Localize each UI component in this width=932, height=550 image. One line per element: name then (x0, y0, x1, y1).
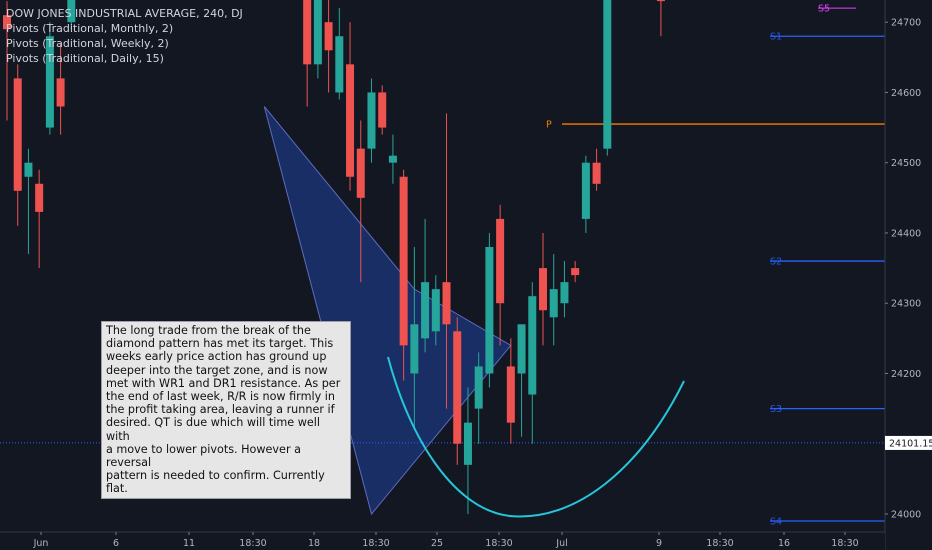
candle (421, 282, 430, 339)
x-tick-label: 18:30 (831, 538, 858, 549)
candle (463, 422, 472, 465)
note-line: met with WR1 and DR1 resistance. As per (106, 376, 341, 390)
candle (367, 92, 376, 149)
x-tick-label: 18:30 (706, 538, 733, 549)
note-line: The long trade from the break of the (106, 324, 311, 337)
pivot-label: S1 (770, 32, 782, 43)
candle (539, 268, 547, 311)
x-tick-label: 18 (308, 538, 320, 549)
legend-pivots-weekly[interactable]: Pivots (Traditional, Weekly, 2) (6, 37, 169, 50)
candle (24, 162, 33, 177)
y-tick-label: 24300 (891, 299, 921, 310)
candle (431, 289, 440, 332)
note-line: desired. QT is due which will time well … (106, 416, 320, 443)
candle (388, 155, 397, 163)
candle (346, 64, 355, 177)
note-line: a move to lower pivots. However a revers… (106, 442, 301, 470)
candle (592, 162, 601, 184)
candle (313, 0, 322, 65)
y-tick-label: 24400 (891, 228, 921, 239)
x-tick-label: Jun (33, 538, 49, 549)
note-line: diamond pattern has met its target. This (106, 337, 334, 351)
legend-pivots-monthly[interactable]: Pivots (Traditional, Monthly, 2) (6, 22, 174, 35)
legend-pivots-daily[interactable]: Pivots (Traditional, Daily, 15) (6, 52, 164, 65)
candle (335, 36, 344, 93)
pivot-label: S5 (818, 4, 830, 15)
level-b-tag: 24101.15 (889, 438, 932, 449)
candle (474, 366, 483, 409)
x-tick-label: 18:30 (362, 538, 389, 549)
note-line: the profit taking area, leaving a runner… (106, 403, 335, 417)
pivot-label: S4 (770, 517, 782, 528)
note-line: the end of last week, R/R is now firmly … (106, 390, 335, 404)
x-tick-label: 6 (113, 538, 119, 549)
pivot-label: S3 (770, 404, 782, 415)
x-tick-label: 11 (183, 538, 195, 549)
candle (485, 247, 494, 374)
candle (496, 218, 505, 304)
candle (3, 15, 11, 30)
trade-note[interactable]: The long trade from the break of the dia… (101, 321, 351, 499)
candle (45, 36, 54, 128)
y-tick-label: 24700 (891, 18, 921, 29)
pivot-label: P (546, 120, 552, 131)
pivot-label: S2 (770, 257, 782, 268)
candle (517, 324, 526, 374)
y-tick-label: 24200 (891, 369, 921, 380)
legend-symbol[interactable]: DOW JONES INDUSTRIAL AVERAGE, 240, DJ (6, 7, 243, 20)
candle (656, 0, 665, 2)
x-tick-label: 16 (778, 538, 790, 549)
note-line: deeper into the target zone, and is now (106, 363, 328, 377)
note-line: weeks early price action has ground up (106, 350, 327, 364)
cup-curve (387, 356, 685, 518)
candle (410, 324, 419, 374)
candle (324, 22, 333, 51)
y-tick-label: 24600 (891, 88, 921, 99)
candle (571, 268, 580, 276)
level-b-tag-bg (885, 435, 932, 450)
candle (67, 0, 76, 23)
candle (453, 331, 462, 444)
candle (506, 366, 515, 423)
x-tick-label: Jul (555, 538, 567, 549)
x-tick-label: 25 (431, 538, 443, 549)
x-tick-label: 18:30 (239, 538, 266, 549)
candle (603, 0, 612, 149)
y-tick-label: 24500 (891, 158, 921, 169)
candle (303, 0, 312, 65)
time-axis (0, 532, 885, 550)
candle (581, 162, 590, 219)
candle (35, 183, 44, 212)
candle (378, 92, 387, 128)
candle (528, 296, 537, 395)
note-line: pattern is needed to confirm. Currently … (106, 469, 325, 496)
candle (399, 176, 408, 346)
chart-legend: DOW JONES INDUSTRIAL AVERAGE, 240, DJ Pi… (6, 6, 243, 66)
price-axis (885, 0, 932, 550)
candle (549, 289, 558, 318)
x-tick-label: 9 (656, 538, 662, 549)
x-tick-label: 18:30 (485, 538, 512, 549)
y-tick-label: 24000 (891, 510, 921, 521)
candle (56, 78, 65, 107)
candle (356, 148, 365, 198)
candle (13, 78, 22, 191)
candle (442, 282, 451, 325)
candle (560, 282, 569, 304)
